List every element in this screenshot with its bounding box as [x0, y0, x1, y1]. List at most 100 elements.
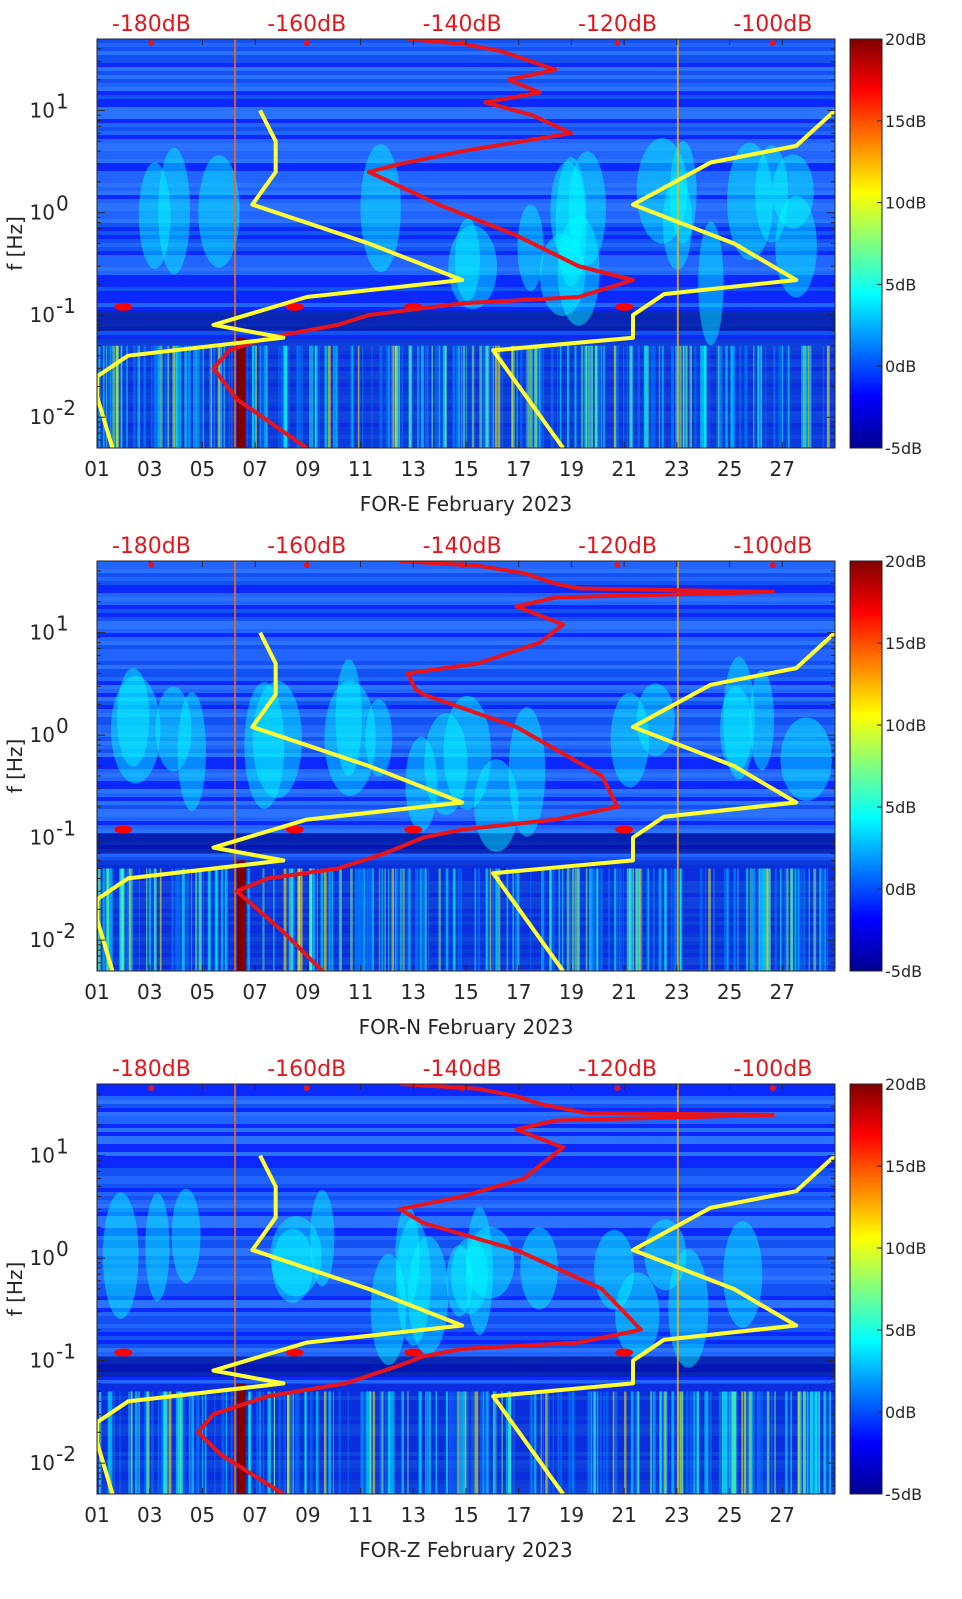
- texture-band: [97, 773, 835, 777]
- vertical-streak: [812, 1391, 816, 1494]
- vertical-streak: [446, 868, 449, 971]
- vertical-streak: [723, 868, 727, 971]
- vertical-streak: [438, 345, 442, 448]
- vertical-streak: [176, 868, 180, 971]
- top-axis-tick-marker: [769, 40, 776, 46]
- vertical-streak: [650, 1391, 653, 1494]
- vertical-streak: [464, 1391, 467, 1494]
- vertical-streak: [476, 1391, 479, 1494]
- vertical-streak: [685, 1391, 689, 1494]
- vertical-streak: [725, 1391, 728, 1494]
- vertical-streak: [576, 868, 579, 971]
- vertical-streak: [406, 868, 408, 971]
- vertical-streak: [587, 345, 591, 448]
- texture-band: [97, 139, 835, 143]
- vertical-streak: [379, 345, 382, 448]
- hot-spot: [114, 1348, 133, 1357]
- x-tick-label: 27: [770, 1503, 795, 1527]
- vertical-streak: [744, 1391, 746, 1494]
- top-axis-tick-label: -140dB: [423, 534, 502, 559]
- vertical-streak: [529, 1391, 533, 1494]
- vertical-streak: [357, 345, 360, 448]
- vertical-streak: [494, 345, 498, 448]
- vertical-streak: [520, 345, 523, 448]
- vertical-streak: [601, 868, 603, 971]
- vertical-streak: [199, 868, 202, 971]
- x-tick-label: 07: [242, 1503, 267, 1527]
- texture-band: [97, 777, 835, 781]
- texture-band: [97, 207, 835, 211]
- low-frequency-region: [97, 860, 835, 971]
- vertical-streak: [252, 345, 254, 448]
- vertical-streak: [280, 345, 283, 448]
- vertical-streak: [560, 1391, 563, 1494]
- vertical-streak: [202, 868, 204, 971]
- texture-band: [97, 1172, 835, 1176]
- x-tick-label: 11: [348, 1503, 373, 1527]
- microseism-blob: [198, 155, 240, 268]
- vertical-streak: [273, 868, 275, 971]
- vertical-streak: [251, 345, 255, 448]
- y-axis-label: f [Hz]: [3, 1262, 27, 1317]
- vertical-streak: [559, 345, 562, 448]
- vertical-streak: [314, 345, 318, 448]
- texture-band: [97, 1136, 835, 1140]
- texture-band: [97, 335, 835, 339]
- vertical-streak: [753, 345, 755, 448]
- vertical-streak: [745, 345, 748, 448]
- event-line: [234, 1084, 237, 1494]
- texture-band: [97, 1100, 835, 1104]
- vertical-streak: [626, 345, 629, 448]
- texture-band: [97, 1108, 835, 1112]
- vertical-streak: [284, 345, 287, 448]
- vertical-streak: [706, 1391, 709, 1494]
- hot-spot: [615, 1348, 634, 1357]
- vertical-streak: [731, 1391, 734, 1494]
- vertical-streak: [460, 1391, 463, 1494]
- vertical-streak: [188, 1391, 192, 1494]
- vertical-streak: [806, 1391, 809, 1494]
- texture-band: [97, 95, 835, 99]
- vertical-streak: [679, 868, 681, 971]
- vertical-streak: [552, 1391, 554, 1494]
- vertical-streak: [725, 345, 728, 448]
- microseism-blob: [365, 699, 393, 777]
- texture-band: [97, 1128, 835, 1132]
- colorbar-tick-label: 0dB: [885, 1403, 916, 1422]
- texture-band: [97, 259, 835, 263]
- x-axis-label: FOR-N February 2023: [359, 1015, 574, 1039]
- vertical-streak: [263, 345, 267, 448]
- vertical-streak: [443, 345, 446, 448]
- vertical-streak: [492, 1391, 495, 1494]
- texture-band: [97, 67, 835, 71]
- texture-band: [97, 1340, 835, 1344]
- y-tick-label: 10: [30, 826, 55, 850]
- vertical-streak: [265, 345, 268, 448]
- vertical-streak: [548, 1391, 550, 1494]
- texture-band: [97, 1272, 835, 1276]
- texture-band: [97, 59, 835, 63]
- vertical-streak: [761, 1391, 764, 1494]
- vertical-streak: [390, 1391, 394, 1494]
- vertical-streak: [310, 868, 312, 971]
- microseism-blob: [335, 659, 362, 776]
- vertical-streak: [662, 345, 664, 448]
- vertical-streak: [804, 1391, 808, 1494]
- vertical-streak: [722, 1391, 725, 1494]
- top-axis-tick-label: -140dB: [423, 12, 502, 37]
- vertical-streak: [685, 345, 688, 448]
- vertical-streak: [550, 345, 554, 448]
- hot-spot: [114, 825, 133, 834]
- vertical-streak: [637, 345, 640, 448]
- texture-band: [97, 729, 835, 733]
- top-axis-tick-marker: [614, 1085, 621, 1091]
- microseism-blob: [102, 1192, 139, 1319]
- y-tick-label: 10: [30, 303, 55, 327]
- texture-band: [97, 717, 835, 721]
- vertical-streak: [534, 1391, 537, 1494]
- vertical-streak: [778, 345, 782, 448]
- vertical-streak: [566, 345, 569, 448]
- vertical-streak: [138, 1391, 140, 1494]
- texture-band: [97, 295, 835, 299]
- texture-band: [97, 853, 835, 857]
